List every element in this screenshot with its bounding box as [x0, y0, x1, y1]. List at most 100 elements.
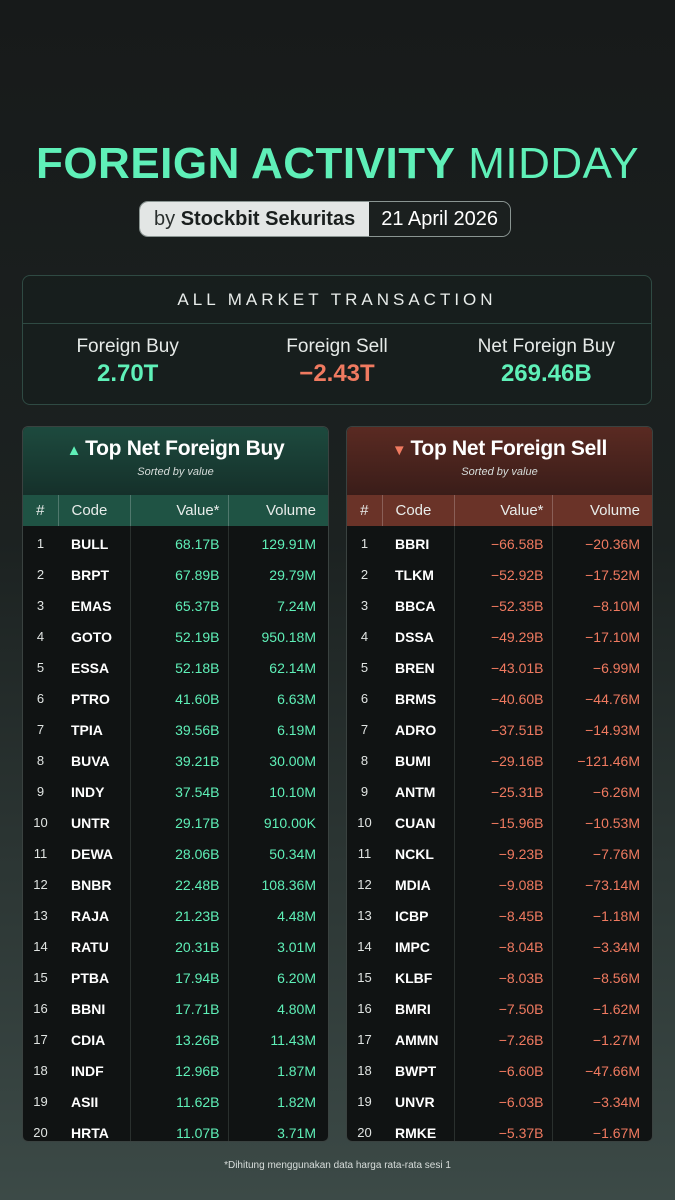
volume-cell: −6.26M [551, 776, 652, 807]
rank-cell: 15 [33, 970, 48, 985]
rank-cell: 15 [357, 970, 372, 985]
volume-cell: 6.20M [227, 962, 328, 993]
by-prefix: by [154, 208, 176, 230]
rank-cell: 17 [33, 1032, 48, 1047]
code-cell: BWPT [395, 1062, 437, 1079]
volume-cell: −121.46M [551, 745, 652, 776]
table-row: 18 BWPT −6.60B −47.66M [347, 1055, 652, 1086]
table-row: 4 GOTO 52.19B 950.18M [23, 621, 328, 652]
rank-cell: 3 [36, 598, 45, 613]
volume-cell: −3.34M [551, 1086, 652, 1117]
volume-cell: 11.43M [227, 1024, 328, 1055]
title-session: MIDDAY [468, 139, 640, 188]
volume-cell: 29.79M [227, 559, 328, 590]
top-net-foreign-sell-panel: ▼ Top Net Foreign Sell Sorted by value # … [346, 426, 653, 1142]
code-cell: KLBF [395, 969, 433, 986]
table-row: 20 RMKE −5.37B −1.67M [347, 1117, 652, 1141]
value-cell: 68.17B [129, 526, 228, 559]
code-cell: BBNI [71, 1000, 106, 1017]
value-cell: 20.31B [129, 931, 228, 962]
code-cell: BREN [395, 659, 435, 676]
table-row: 4 DSSA −49.29B −17.10M [347, 621, 652, 652]
volume-cell: −73.14M [551, 869, 652, 900]
rank-cell: 7 [360, 722, 369, 737]
table-row: 8 BUMI −29.16B −121.46M [347, 745, 652, 776]
value-cell: 17.94B [129, 962, 228, 993]
table-row: 14 RATU 20.31B 3.01M [23, 931, 328, 962]
volume-cell: 1.82M [227, 1086, 328, 1117]
value-cell: −9.08B [453, 869, 552, 900]
code-cell: NCKL [395, 845, 434, 862]
volume-cell: 129.91M [227, 526, 328, 559]
top-net-foreign-buy-panel: ▲ Top Net Foreign Buy Sorted by value # C… [22, 426, 329, 1142]
value-cell: −8.03B [453, 962, 552, 993]
volume-cell: 62.14M [227, 652, 328, 683]
table-row: 12 BNBR 22.48B 108.36M [23, 869, 328, 900]
sell-table: # Code Value* Volume 1 BBRI −66.58B −20.36M… [347, 495, 652, 1141]
value-cell: −43.01B [453, 652, 552, 683]
stat-foreign-buy: Foreign Buy 2.70T [23, 324, 232, 406]
rank-cell: 20 [33, 1125, 48, 1140]
title-main: FOREIGN ACTIVITY [35, 139, 456, 188]
volume-cell: 910.00K [227, 807, 328, 838]
rank-cell: 2 [360, 567, 369, 582]
code-cell: RMKE [395, 1124, 437, 1141]
col-code-header: Code [382, 495, 455, 526]
rank-cell: 13 [357, 908, 372, 923]
rank-cell: 18 [33, 1063, 48, 1078]
table-row: 19 UNVR −6.03B −3.34M [347, 1086, 652, 1117]
stat-label: Foreign Sell [286, 336, 388, 357]
table-header-row: # Code Value* Volume [347, 495, 652, 526]
table-row: 6 BRMS −40.60B −44.76M [347, 683, 652, 714]
code-cell: ADRO [395, 721, 437, 738]
code-cell: AMMN [395, 1031, 439, 1048]
rank-cell: 9 [360, 784, 369, 799]
rank-cell: 13 [33, 908, 48, 923]
volume-cell: −17.10M [551, 621, 652, 652]
value-cell: 12.96B [129, 1055, 228, 1086]
col-rank-header: # [23, 495, 59, 526]
code-cell: BRMS [395, 690, 437, 707]
table-row: 20 HRTA 11.07B 3.71M [23, 1117, 328, 1141]
table-row: 13 ICBP −8.45B −1.18M [347, 900, 652, 931]
value-cell: 65.37B [129, 590, 228, 621]
value-cell: 13.26B [129, 1024, 228, 1055]
value-cell: −25.31B [453, 776, 552, 807]
code-cell: BNBR [71, 876, 112, 893]
code-cell: BUVA [71, 752, 110, 769]
code-cell: MDIA [395, 876, 431, 893]
rank-cell: 12 [357, 877, 372, 892]
rank-cell: 8 [36, 753, 45, 768]
volume-cell: −8.56M [551, 962, 652, 993]
rank-cell: 4 [360, 629, 369, 644]
code-cell: EMAS [71, 597, 112, 614]
rank-cell: 18 [357, 1063, 372, 1078]
rank-cell: 11 [357, 846, 372, 861]
value-cell: 67.89B [129, 559, 228, 590]
rank-cell: 2 [36, 567, 45, 582]
volume-cell: −14.93M [551, 714, 652, 745]
value-cell: 37.54B [129, 776, 228, 807]
rank-cell: 17 [357, 1032, 372, 1047]
rank-cell: 6 [36, 691, 45, 706]
volume-cell: 10.10M [227, 776, 328, 807]
value-cell: 29.17B [129, 807, 228, 838]
value-cell: −7.26B [453, 1024, 552, 1055]
buy-table: # Code Value* Volume 1 BULL 68.17B 129.91M 2… [23, 495, 328, 1141]
code-cell: CUAN [395, 814, 436, 831]
table-row: 10 UNTR 29.17B 910.00K [23, 807, 328, 838]
table-row: 7 TPIA 39.56B 6.19M [23, 714, 328, 745]
rank-cell: 5 [360, 660, 369, 675]
stat-label: Foreign Buy [76, 336, 179, 357]
rank-cell: 16 [33, 1001, 48, 1016]
table-row: 9 ANTM −25.31B −6.26M [347, 776, 652, 807]
volume-cell: 30.00M [227, 745, 328, 776]
value-cell: 22.48B [129, 869, 228, 900]
table-row: 17 CDIA 13.26B 11.43M [23, 1024, 328, 1055]
stat-value: 269.46B [500, 360, 592, 387]
col-code-header: Code [58, 495, 131, 526]
code-cell: ASII [71, 1093, 99, 1110]
rank-cell: 19 [33, 1094, 48, 1109]
volume-cell: 1.87M [227, 1055, 328, 1086]
volume-cell: −1.67M [551, 1117, 652, 1141]
